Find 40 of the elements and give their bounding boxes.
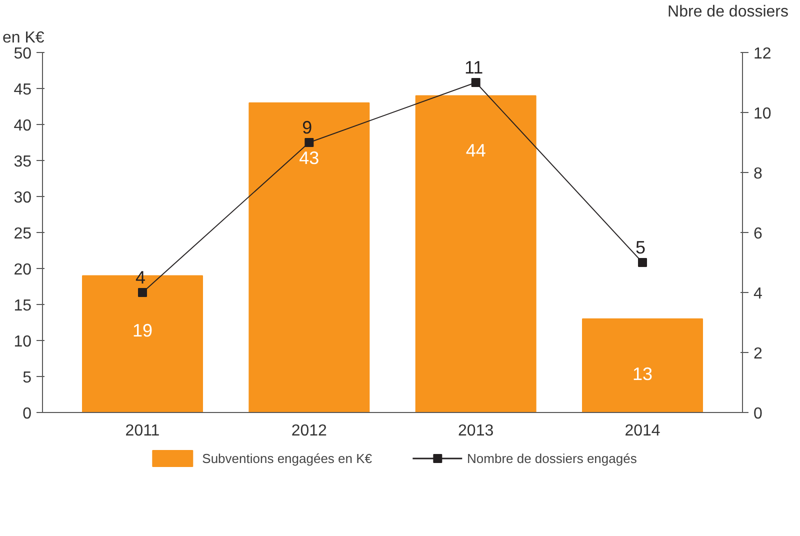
point	[471, 78, 480, 87]
bar	[415, 95, 536, 412]
y-tick-label: 45	[14, 82, 32, 98]
y-tick-label: 10	[14, 334, 32, 350]
x-tick-label: 2012	[291, 422, 328, 440]
data-label: 19	[132, 320, 153, 341]
x-tick-label: 2011	[125, 422, 160, 440]
y-tick-label: 5	[22, 370, 32, 386]
bar	[582, 318, 703, 412]
point	[138, 288, 147, 297]
bar	[248, 102, 370, 412]
y-tick-label: 35	[14, 154, 32, 170]
y2-tick-label: 10	[754, 106, 772, 122]
data-label: 43	[299, 148, 320, 168]
data-label: 9	[302, 118, 312, 138]
y-tick-label: 50	[14, 46, 32, 62]
legend-label: Nombre de dossiers engagés	[467, 450, 637, 466]
data-label: 44	[466, 140, 486, 161]
y2-tick-label: 8	[754, 166, 762, 182]
y-axis-title: en K€	[2, 30, 44, 46]
y-tick-label: 30	[14, 190, 32, 206]
y-tick-label: 25	[14, 226, 32, 242]
y2-tick-label: 0	[754, 406, 762, 422]
legend-label: Subventions engagées en K€	[202, 450, 372, 466]
data-label: 13	[632, 364, 653, 384]
y-tick-label: 40	[14, 118, 32, 134]
x-tick-label: 2014	[624, 422, 660, 440]
y-tick-label: 15	[14, 298, 32, 314]
y2-tick-label: 4	[754, 286, 762, 302]
y-tick-label: 20	[14, 262, 32, 278]
data-label: 11	[464, 58, 484, 78]
x-tick-label: 2013	[458, 422, 494, 440]
y2-axis-title: Nbre de dossiers	[668, 4, 789, 20]
y-tick-label: 0	[22, 406, 32, 422]
data-label: 5	[635, 238, 646, 258]
point	[304, 138, 314, 147]
y2-tick-label: 6	[754, 226, 762, 242]
y2-tick-label: 12	[754, 46, 772, 62]
point	[638, 258, 647, 267]
y2-tick-label: 2	[754, 346, 762, 362]
